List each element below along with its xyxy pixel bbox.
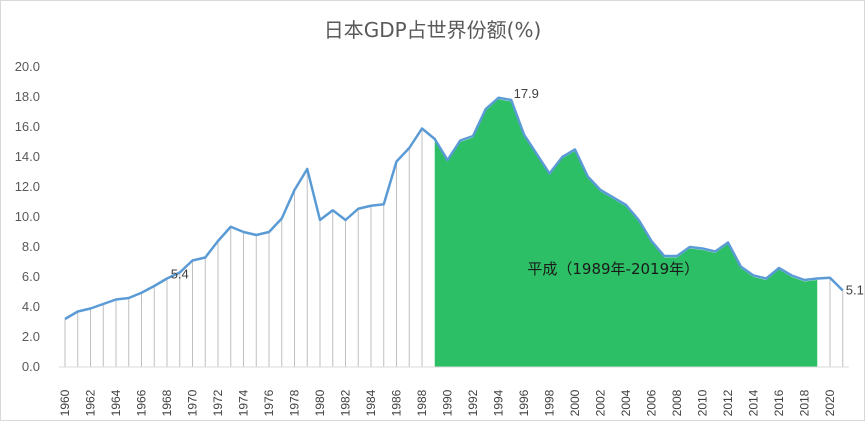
x-tick-label: 1960 [58, 389, 72, 416]
y-tick-label: 8.0 [22, 239, 40, 254]
y-tick-label: 4.0 [22, 299, 40, 314]
data-label: 5.1 [846, 283, 864, 298]
x-tick-label: 2020 [823, 389, 837, 416]
y-tick-label: 12.0 [15, 179, 40, 194]
x-tick-label: 1968 [160, 389, 174, 416]
x-tick-label: 2008 [670, 389, 684, 416]
highlight-label: 平成（1989年-2019年） [527, 260, 699, 278]
x-tick-label: 1978 [288, 389, 302, 416]
historic-bars [64, 128, 844, 367]
x-tick-label: 2004 [619, 389, 633, 416]
x-tick-label: 1988 [415, 389, 429, 416]
x-tick-label: 1962 [84, 389, 98, 416]
x-tick-label: 2002 [594, 389, 608, 416]
x-tick-label: 1990 [441, 389, 455, 416]
x-tick-label: 2018 [798, 389, 812, 416]
highlight-area [434, 99, 818, 367]
y-tick-label: 20.0 [15, 59, 40, 74]
y-tick-label: 2.0 [22, 329, 40, 344]
y-axis: 0.0 2.0 4.0 6.0 8.0 10.0 12.0 14.0 16.0 18.0 20.0 [15, 59, 40, 374]
x-tick-label: 1998 [543, 389, 557, 416]
data-label: 17.9 [514, 86, 539, 101]
x-tick-label: 1970 [186, 389, 200, 416]
x-tick-label: 1996 [517, 389, 531, 416]
x-tick-label: 2016 [772, 389, 786, 416]
y-tick-label: 14.0 [15, 149, 40, 164]
heisei-highlight: 平成（1989年-2019年） [434, 99, 818, 367]
x-tick-label: 1986 [390, 389, 404, 416]
x-tick-label: 2010 [696, 389, 710, 416]
x-tick-label: 2006 [645, 389, 659, 416]
x-axis: 1960 1962 1964 1966 1968 1970 1972 1974 1976 1978… [58, 366, 849, 416]
gdp-share-line [64, 96, 844, 321]
data-labels: 5.4 17.9 5.1 [171, 86, 864, 298]
y-tick-label: 0.0 [22, 359, 40, 374]
data-label: 5.4 [171, 267, 189, 282]
y-tick-label: 10.0 [15, 209, 40, 224]
x-tick-label: 1992 [466, 389, 480, 416]
x-tick-label: 1974 [237, 389, 251, 416]
x-tick-label: 2000 [568, 389, 582, 416]
x-tick-label: 1972 [211, 389, 225, 416]
y-tick-label: 18.0 [15, 89, 40, 104]
chart-title: 日本GDP占世界份额(%) [323, 18, 542, 42]
x-tick-label: 1994 [492, 389, 506, 416]
x-tick-label: 2012 [721, 389, 735, 416]
x-tick-label: 1966 [135, 389, 149, 416]
y-tick-label: 16.0 [15, 119, 40, 134]
series-line [64, 96, 844, 321]
x-tick-label: 2014 [747, 389, 761, 416]
x-tick-label: 1984 [364, 389, 378, 416]
x-tick-label: 1964 [109, 389, 123, 416]
x-tick-label: 1982 [339, 389, 353, 416]
y-tick-label: 6.0 [22, 269, 40, 284]
x-tick-label: 1976 [262, 389, 276, 416]
x-tick-label: 1980 [313, 389, 327, 416]
